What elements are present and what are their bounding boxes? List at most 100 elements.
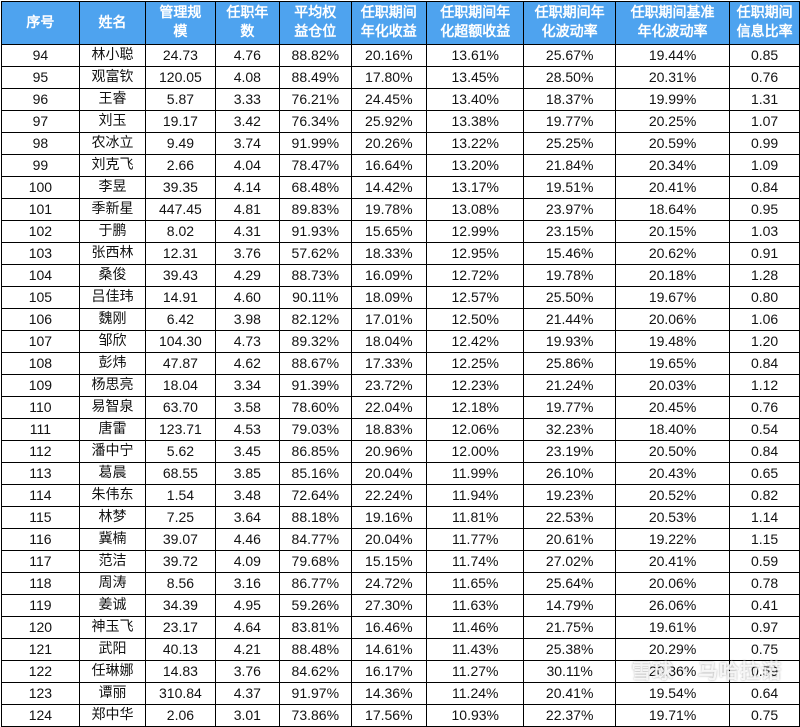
cell-col-benchmark-volatility: 19.71%: [614, 704, 731, 727]
cell-col-benchmark-volatility: 20.18%: [614, 264, 731, 287]
cell-col-tenure: 4.46: [214, 528, 281, 551]
cell-col-name: 唐雷: [78, 418, 147, 441]
cell-col-information-ratio: 0.54: [729, 418, 800, 441]
cell-col-annual-return: 16.64%: [350, 154, 428, 177]
cell-col-information-ratio: 0.65: [729, 462, 800, 485]
cell-col-annual-excess-return: 11.81%: [426, 506, 525, 529]
cell-col-annual-volatility: 23.15%: [523, 220, 616, 243]
cell-col-annual-excess-return: 12.72%: [426, 264, 525, 287]
cell-col-annual-excess-return: 13.08%: [426, 198, 525, 221]
cell-col-index: 122: [1, 660, 80, 683]
header-col-tenure: 任职年数: [214, 1, 281, 45]
cell-col-annual-volatility: 21.75%: [523, 616, 616, 639]
cell-col-name: 姜诚: [78, 594, 147, 617]
cell-col-index: 106: [1, 308, 80, 331]
cell-col-equity-position: 84.77%: [279, 528, 352, 551]
cell-col-equity-position: 91.93%: [279, 220, 352, 243]
cell-col-index: 123: [1, 682, 80, 705]
cell-col-index: 117: [1, 550, 80, 573]
cell-col-index: 121: [1, 638, 80, 661]
cell-col-annual-return: 17.56%: [350, 704, 428, 727]
cell-col-name: 郑中华: [78, 704, 147, 727]
cell-col-equity-position: 72.64%: [279, 484, 352, 507]
cell-col-index: 105: [1, 286, 80, 309]
cell-col-annual-return: 20.04%: [350, 462, 428, 485]
cell-col-name: 任琳娜: [78, 660, 147, 683]
table-row: 114 朱伟东 1.54 3.48 72.64% 22.24% 11.94% 19.23% 20…: [1, 484, 800, 507]
cell-col-information-ratio: 0.75: [729, 638, 800, 661]
cell-col-aum: 2.06: [145, 704, 216, 727]
header-col-equity-position: 平均权 益仓位: [279, 1, 352, 45]
header-text: 年化收益: [360, 24, 417, 40]
cell-col-annual-return: 20.26%: [350, 132, 428, 155]
cell-col-annual-excess-return: 11.63%: [426, 594, 525, 617]
cell-col-annual-excess-return: 11.24%: [426, 682, 525, 705]
cell-col-equity-position: 88.49%: [279, 66, 352, 89]
cell-col-equity-position: 91.99%: [279, 132, 352, 155]
table-row: 102 于鹏 8.02 4.31 91.93% 15.65% 12.99% 23.15% 20.…: [1, 220, 800, 243]
cell-col-name: 谭丽: [78, 682, 147, 705]
cell-col-annual-volatility: 19.93%: [523, 330, 616, 353]
cell-col-tenure: 3.74: [214, 132, 281, 155]
header-text: 序号: [26, 14, 55, 31]
cell-col-annual-excess-return: 13.17%: [426, 176, 525, 199]
cell-col-tenure: 3.45: [214, 440, 281, 463]
cell-col-benchmark-volatility: 20.50%: [614, 440, 731, 463]
cell-col-benchmark-volatility: 19.99%: [614, 88, 731, 111]
cell-col-annual-volatility: 20.41%: [523, 682, 616, 705]
cell-col-aum: 39.35: [145, 176, 216, 199]
header-col-aum: 管理规模: [145, 1, 216, 45]
table-row: 98 农冰立 9.49 3.74 91.99% 20.26% 13.22% 25.25% 20.…: [1, 132, 800, 155]
cell-col-information-ratio: 1.15: [729, 528, 800, 551]
cell-col-tenure: 4.21: [214, 638, 281, 661]
cell-col-annual-excess-return: 11.74%: [426, 550, 525, 573]
table-row: 101 季新星 447.45 4.81 89.83% 19.78% 13.08% 23.97%…: [1, 198, 800, 221]
table-row: 105 吕佳玮 14.91 4.60 90.11% 18.09% 12.57% 25.50% 1…: [1, 286, 800, 309]
cell-col-annual-volatility: 25.38%: [523, 638, 616, 661]
cell-col-name: 刘克飞: [78, 154, 147, 177]
cell-col-index: 113: [1, 462, 80, 485]
cell-col-aum: 23.17: [145, 616, 216, 639]
cell-col-equity-position: 76.34%: [279, 110, 352, 133]
cell-col-aum: 1.54: [145, 484, 216, 507]
cell-col-aum: 310.84: [145, 682, 216, 705]
header-col-name: 姓名: [78, 1, 147, 45]
cell-col-information-ratio: 1.14: [729, 506, 800, 529]
table-row: 106 魏刚 6.42 3.98 82.12% 17.01% 12.50% 21.44% 20.…: [1, 308, 800, 331]
cell-col-annual-excess-return: 12.18%: [426, 396, 525, 419]
cell-col-name: 武阳: [78, 638, 147, 661]
cell-col-annual-excess-return: 11.46%: [426, 616, 525, 639]
cell-col-annual-excess-return: 11.99%: [426, 462, 525, 485]
table-row: 120 神玉飞 23.17 4.64 83.81% 16.46% 11.46% 21.75% 1…: [1, 616, 800, 639]
cell-col-benchmark-volatility: 20.34%: [614, 154, 731, 177]
cell-col-tenure: 4.64: [214, 616, 281, 639]
cell-col-annual-excess-return: 12.57%: [426, 286, 525, 309]
cell-col-aum: 5.87: [145, 88, 216, 111]
cell-col-index: 96: [1, 88, 80, 111]
cell-col-annual-volatility: 27.02%: [523, 550, 616, 573]
cell-col-equity-position: 57.62%: [279, 242, 352, 265]
cell-col-index: 124: [1, 704, 80, 727]
cell-col-annual-return: 20.04%: [350, 528, 428, 551]
cell-col-benchmark-volatility: 20.52%: [614, 484, 731, 507]
table-row: 108 彭炜 47.87 4.62 88.67% 17.33% 12.25% 25.86% 19…: [1, 352, 800, 375]
cell-col-annual-return: 24.72%: [350, 572, 428, 595]
cell-col-annual-excess-return: 10.93%: [426, 704, 525, 727]
cell-col-name: 神玉飞: [78, 616, 147, 639]
cell-col-index: 97: [1, 110, 80, 133]
cell-col-tenure: 4.53: [214, 418, 281, 441]
cell-col-name: 范洁: [78, 550, 147, 573]
cell-col-information-ratio: 0.59: [729, 660, 800, 683]
cell-col-index: 110: [1, 396, 80, 419]
cell-col-annual-return: 19.16%: [350, 506, 428, 529]
cell-col-annual-excess-return: 13.45%: [426, 66, 525, 89]
cell-col-annual-excess-return: 12.06%: [426, 418, 525, 441]
table-row: 116 冀楠 39.07 4.46 84.77% 20.04% 11.77% 20.61% 19…: [1, 528, 800, 551]
cell-col-annual-excess-return: 11.43%: [426, 638, 525, 661]
cell-col-aum: 18.04: [145, 374, 216, 397]
cell-col-equity-position: 91.39%: [279, 374, 352, 397]
header-col-information-ratio: 任职期间 信息比率: [729, 1, 800, 45]
cell-col-tenure: 4.29: [214, 264, 281, 287]
cell-col-aum: 39.43: [145, 264, 216, 287]
cell-col-annual-return: 18.04%: [350, 330, 428, 353]
